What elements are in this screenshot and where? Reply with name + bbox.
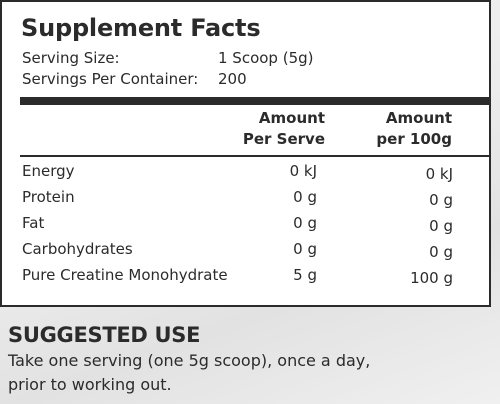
nutrient-amount-per-serve: 5 g (293, 266, 317, 284)
suggested-use-line: Take one serving (one 5g scoop), once a … (8, 351, 371, 370)
nutrient-amount-per-100g: 100 g (410, 269, 453, 287)
nutrient-name: Fat (22, 214, 45, 232)
supplement-facts-panel: Supplement Facts Serving Size: 1 Scoop (… (0, 0, 491, 307)
column-header-per-serve: Amount Per Serve (243, 108, 325, 150)
nutrient-amount-per-100g: 0 kJ (425, 165, 453, 183)
nutrient-name: Pure Creatine Monohydrate (22, 266, 228, 284)
facts-title: Supplement Facts (21, 14, 261, 42)
nutrient-name: Energy (22, 162, 75, 180)
nutrient-amount-per-serve: 0 kJ (289, 162, 317, 180)
suggested-use-heading: SUGGESTED USE (8, 323, 201, 347)
servings-per-container-label: Servings Per Container: (22, 70, 199, 88)
nutrient-row: Pure Creatine Monohydrate 5 g 100 g (2, 266, 493, 292)
nutrient-amount-per-100g: 0 g (429, 191, 453, 209)
nutrient-amount-per-serve: 0 g (293, 188, 317, 206)
column-header-per-serve-line2: Per Serve (242, 130, 325, 148)
servings-per-container-value: 200 (218, 70, 247, 88)
nutrient-amount-per-100g: 0 g (429, 243, 453, 261)
serving-size-value: 1 Scoop (5g) (218, 49, 314, 67)
serving-size-label: Serving Size: (22, 49, 120, 67)
nutrient-name: Protein (22, 188, 75, 206)
nutrient-amount-per-100g: 0 g (429, 217, 453, 235)
nutrient-row: Energy 0 kJ 0 kJ (2, 162, 493, 188)
nutrient-row: Fat 0 g 0 g (2, 214, 493, 240)
suggested-use-text: Take one serving (one 5g scoop), once a … (8, 349, 428, 397)
thin-divider (20, 155, 489, 157)
column-header-per-100g-line1: Amount (385, 109, 452, 127)
column-header-per-serve-line1: Amount (258, 109, 325, 127)
nutrient-row: Carbohydrates 0 g 0 g (2, 240, 493, 266)
nutrient-name: Carbohydrates (22, 240, 133, 258)
nutrient-amount-per-serve: 0 g (293, 240, 317, 258)
suggested-use-line: prior to working out. (8, 375, 172, 394)
column-header-per-100g-line2: per 100g (376, 130, 452, 148)
column-header-per-100g: Amount per 100g (376, 108, 452, 150)
nutrient-row: Protein 0 g 0 g (2, 188, 493, 214)
nutrient-amount-per-serve: 0 g (293, 214, 317, 232)
thick-divider (20, 97, 489, 105)
